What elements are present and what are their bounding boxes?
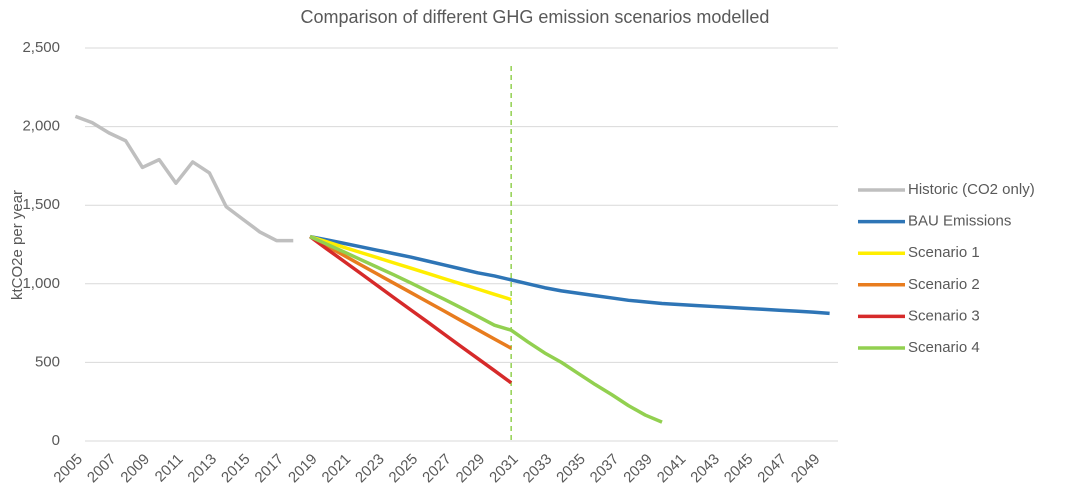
legend-label: Scenario 1 [908, 244, 980, 261]
series-line [309, 235, 663, 424]
x-tick-label: 2017 [252, 451, 288, 487]
x-tick-label: 2009 [117, 451, 153, 487]
x-tick-label: 2005 [50, 451, 86, 487]
y-axis-label: ktCO2e per year [9, 190, 26, 300]
legend-label: BAU Emissions [908, 213, 1011, 230]
y-tick-label: 2,500 [22, 39, 60, 56]
y-tick-label: 500 [35, 353, 60, 370]
x-tick-label: 2041 [654, 451, 690, 487]
y-tick-label: 1,000 [22, 275, 60, 292]
chart-title: Comparison of different GHG emission sce… [301, 7, 770, 27]
series-line [309, 234, 830, 316]
x-tick-label: 2033 [520, 451, 556, 487]
legend-label: Scenario 4 [908, 339, 980, 356]
x-tick-label: 2039 [620, 451, 656, 487]
series-line [309, 234, 512, 302]
x-tick-label: 2011 [152, 451, 187, 486]
x-tick-label: 2031 [486, 451, 522, 487]
x-tick-label: 2047 [754, 451, 790, 487]
x-tick-label: 2007 [84, 451, 120, 487]
legend-label: Scenario 2 [908, 276, 980, 293]
x-tick-label: 2045 [721, 451, 757, 487]
x-tick-label: 2013 [184, 451, 220, 487]
x-tick-label: 2021 [319, 451, 355, 487]
series-line [308, 235, 513, 385]
y-tick-label: 1,500 [22, 196, 60, 213]
legend-label: Scenario 3 [908, 307, 980, 324]
x-tick-label: 2025 [386, 451, 422, 487]
series-line [309, 235, 513, 350]
legend-label: Historic (CO2 only) [908, 181, 1035, 198]
x-tick-label: 2043 [687, 451, 723, 487]
x-tick-label: 2015 [218, 451, 254, 487]
x-tick-label: 2027 [419, 451, 455, 487]
x-tick-label: 2035 [553, 451, 589, 487]
x-tick-label: 2049 [788, 451, 824, 487]
y-tick-label: 2,000 [22, 118, 60, 135]
x-tick-label: 2019 [285, 451, 321, 487]
x-tick-label: 2023 [352, 451, 388, 487]
x-tick-label: 2037 [587, 451, 623, 487]
series-line [74, 114, 294, 243]
x-tick-label: 2029 [453, 451, 489, 487]
y-tick-label: 0 [52, 432, 60, 449]
